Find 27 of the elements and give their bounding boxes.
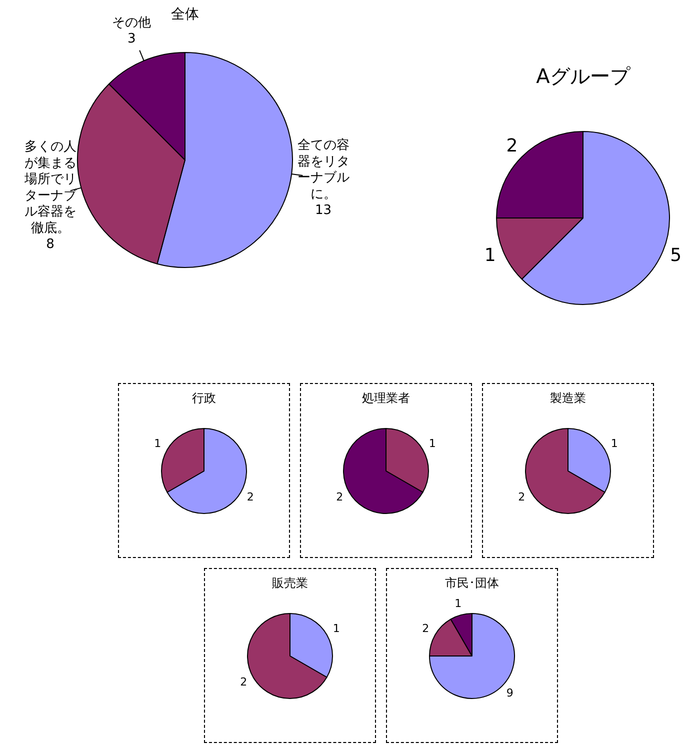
chart-title: 全体 <box>171 6 199 23</box>
chart-title: 市民･団体 <box>445 576 499 590</box>
chart-title: 製造業 <box>550 391 586 406</box>
data-label: 2 <box>422 622 430 636</box>
data-label: 9 <box>506 686 514 700</box>
data-label: 1 <box>484 245 496 266</box>
data-label: 13 <box>315 203 332 218</box>
data-label: 2 <box>506 136 518 157</box>
data-label: 5 <box>670 245 682 266</box>
data-label: 2 <box>518 490 526 504</box>
chart-title: Aグループ <box>536 64 631 88</box>
data-label: 1 <box>454 597 462 610</box>
slice-label: その他 <box>112 15 152 30</box>
data-label: 1 <box>332 622 340 636</box>
data-label: 1 <box>428 437 436 450</box>
slice-label: 多くの人が集まる場所でリターナブル容器を徹底。 <box>23 140 78 236</box>
chart-title: 処理業者 <box>362 391 410 406</box>
data-label: 1 <box>610 437 618 450</box>
data-label: 2 <box>336 490 344 504</box>
data-label: 2 <box>246 490 254 504</box>
data-label: 8 <box>46 237 54 252</box>
slice-label: 全ての容器をリターナブルに。 <box>297 137 350 202</box>
data-label: 1 <box>154 437 162 450</box>
data-label: 2 <box>240 676 248 689</box>
chart-title: 販売業 <box>272 576 308 590</box>
data-label: 3 <box>127 32 136 47</box>
chart-title: 行政 <box>192 391 216 406</box>
